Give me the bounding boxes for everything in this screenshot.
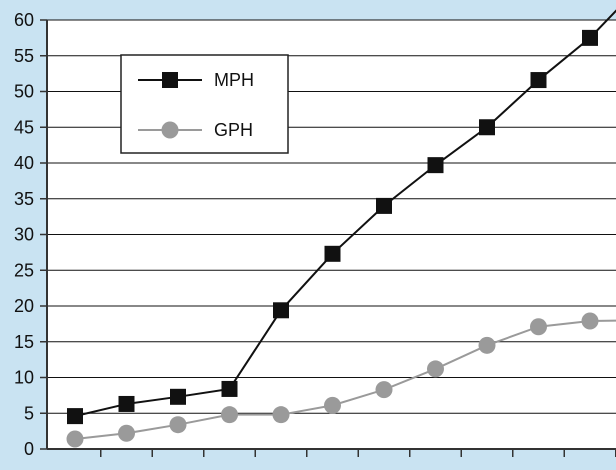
y-tick-label-15: 15 [14, 332, 34, 352]
y-tick-label-60: 60 [14, 10, 34, 30]
y-tick-label-55: 55 [14, 46, 34, 66]
legend-box [120, 54, 289, 154]
point-mph-5 [273, 302, 289, 319]
y-tick-label-25: 25 [14, 260, 34, 280]
point-gph-6 [324, 396, 341, 414]
y-tick-label-5: 5 [24, 403, 34, 423]
point-gph-1 [66, 430, 84, 448]
point-gph-9 [478, 336, 496, 354]
point-gph-4 [221, 406, 238, 424]
point-mph-2 [118, 395, 135, 412]
legend-marker-mph [162, 72, 178, 88]
series-layer [66, 9, 616, 448]
point-mph-6 [324, 245, 341, 262]
legend-label-mph: MPH [214, 70, 254, 90]
y-tick-label-35: 35 [14, 189, 34, 209]
y-tick-label-30: 30 [14, 225, 34, 245]
legend-marker-gph [161, 121, 179, 139]
legend: MPH GPH [120, 54, 289, 154]
point-mph-9 [479, 119, 495, 136]
point-gph-2 [118, 424, 135, 442]
y-tick-label-45: 45 [14, 117, 34, 137]
point-gph-5 [272, 406, 290, 424]
point-mph-1 [67, 408, 83, 425]
y-tick-label-10: 10 [14, 368, 34, 388]
point-gph-7 [375, 381, 393, 399]
point-gph-3 [169, 416, 187, 434]
y-tick-label-50: 50 [14, 82, 34, 102]
point-mph-10 [530, 72, 547, 89]
point-gph-10 [530, 318, 547, 336]
point-mph-11 [582, 29, 598, 46]
y-tick-label-40: 40 [14, 153, 34, 173]
series-line-gph [74, 319, 616, 440]
y-tick-label-20: 20 [14, 296, 34, 316]
point-gph-8 [427, 360, 444, 378]
point-mph-8 [427, 157, 444, 174]
point-mph-7 [376, 197, 392, 214]
series-line-mph [74, 9, 616, 418]
point-gph-11 [581, 312, 599, 330]
point-mph-4 [221, 380, 238, 397]
point-mph-3 [170, 388, 186, 405]
y-axis-ticks: 0 5 10 15 20 25 30 35 40 45 50 55 60 [14, 10, 616, 459]
legend-label-gph: GPH [214, 120, 253, 140]
y-tick-label-0: 0 [24, 439, 34, 459]
